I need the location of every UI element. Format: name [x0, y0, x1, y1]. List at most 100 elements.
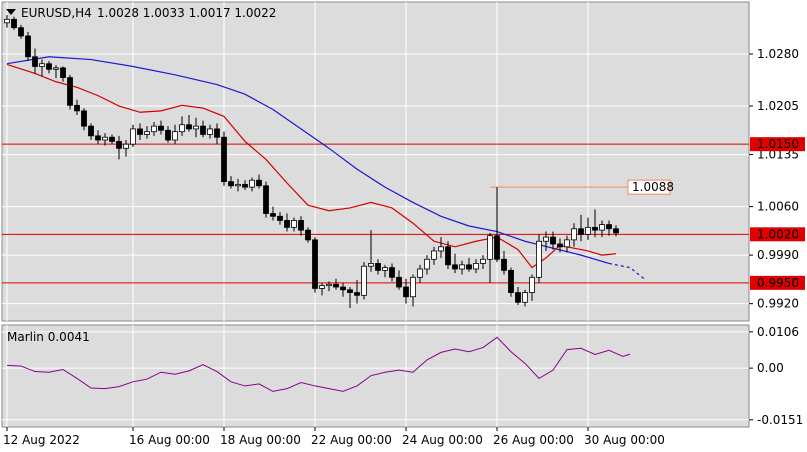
candle-body — [592, 226, 598, 231]
candle-body — [382, 267, 388, 271]
moving-averages — [6, 56, 645, 280]
candle-body — [18, 27, 24, 37]
candle-body — [403, 286, 409, 298]
candle-body — [340, 286, 346, 291]
candle-body — [375, 263, 381, 271]
time-tick-label: 30 Aug 00:00 — [584, 433, 665, 447]
candle-body — [326, 283, 332, 287]
fast-ma-line — [6, 63, 617, 269]
candle-body — [431, 250, 437, 260]
candle-body — [32, 56, 38, 67]
slow-ma-line — [6, 56, 610, 265]
oscillator-line — [6, 336, 631, 392]
time-tick-label: 16 Aug 00:00 — [129, 433, 210, 447]
candle-body — [333, 283, 339, 288]
candle-body — [193, 125, 199, 130]
candle-body — [473, 263, 479, 270]
candle-body — [179, 124, 185, 133]
time-tick-label: 26 Aug 00:00 — [493, 433, 574, 447]
candle-body — [25, 35, 31, 58]
candle-body — [424, 258, 430, 270]
candle-body — [165, 129, 171, 141]
candle-body — [410, 276, 416, 298]
candle-body — [53, 67, 59, 70]
candle-body — [298, 220, 304, 231]
candle-body — [88, 125, 94, 137]
candle-body — [438, 246, 444, 252]
candle-body — [214, 128, 220, 138]
indicator-label: Marlin 0.0041 — [7, 330, 90, 344]
candles — [4, 15, 619, 308]
candle-body — [102, 136, 108, 141]
candle-body — [221, 136, 227, 183]
collapse-triangle-icon[interactable] — [6, 9, 16, 15]
price-tick-label: 1.0060 — [757, 200, 799, 214]
price-tick-label: 0.9920 — [757, 297, 799, 311]
candle-body — [172, 131, 178, 141]
slow-ma-projection — [608, 262, 645, 280]
candle-body — [578, 228, 584, 235]
candle-body — [95, 135, 101, 141]
candle-body — [522, 292, 528, 303]
candle-body — [494, 235, 500, 260]
candle-body — [11, 18, 17, 29]
candle-body — [312, 239, 318, 289]
osc-tick-label: 0.00 — [757, 361, 784, 375]
time-tick-label: 24 Aug 00:00 — [402, 433, 483, 447]
candle-body — [368, 263, 374, 267]
candle-body — [277, 215, 283, 221]
candle-body — [543, 236, 549, 242]
candle-body — [550, 236, 556, 245]
time-tick-label: 12 Aug 2022 — [3, 433, 80, 447]
candle-body — [564, 239, 570, 248]
candle-body — [599, 224, 605, 231]
candle-body — [487, 235, 493, 260]
candle-body — [249, 179, 255, 188]
price-tick-label: 1.0280 — [757, 47, 799, 61]
ohlc-label: 1.0028 1.0033 1.0017 1.0022 — [97, 6, 276, 20]
candle-body — [270, 213, 276, 217]
oscillator — [6, 336, 631, 392]
candle-body — [389, 267, 395, 278]
candle-body — [67, 77, 73, 106]
axes: 1.02801.02051.01351.00600.99900.99201.01… — [3, 47, 805, 447]
candle-body — [466, 264, 472, 270]
candle-body — [74, 104, 80, 112]
candle-body — [200, 125, 206, 135]
candle-body — [606, 224, 612, 230]
candle-body — [452, 264, 458, 270]
grid — [2, 2, 749, 427]
candle-body — [228, 181, 234, 187]
level-tag-label: 0.9950 — [757, 276, 799, 290]
symbol-label: EURUSD,H4 — [21, 6, 92, 20]
candle-body — [613, 228, 619, 234]
candle-body — [536, 240, 542, 278]
candle-body — [585, 226, 591, 235]
candle-body — [347, 289, 353, 293]
candle-body — [130, 128, 136, 145]
candle-body — [557, 243, 563, 248]
candle-body — [186, 124, 192, 130]
candle-body — [46, 63, 52, 70]
candle-body — [529, 276, 535, 293]
candle-body — [109, 136, 115, 142]
candle-body — [256, 179, 262, 187]
price-tick-label: 1.0205 — [757, 99, 799, 113]
candle-body — [515, 292, 521, 303]
level-tag — [750, 275, 805, 290]
candle-body — [571, 228, 577, 241]
candle-body — [284, 220, 290, 228]
osc-tick-label: -0.0151 — [757, 413, 803, 427]
candle-body — [144, 131, 150, 135]
level-tag — [750, 137, 805, 152]
candle-body — [263, 185, 269, 214]
candle-body — [207, 128, 213, 135]
level-tag-label: 1.0150 — [757, 137, 799, 151]
candle-body — [354, 292, 360, 296]
target-label: 1.0088 — [632, 180, 674, 194]
candle-body — [361, 265, 367, 296]
candle-body — [459, 264, 465, 270]
candle-body — [4, 18, 10, 24]
candle-body — [480, 258, 486, 264]
